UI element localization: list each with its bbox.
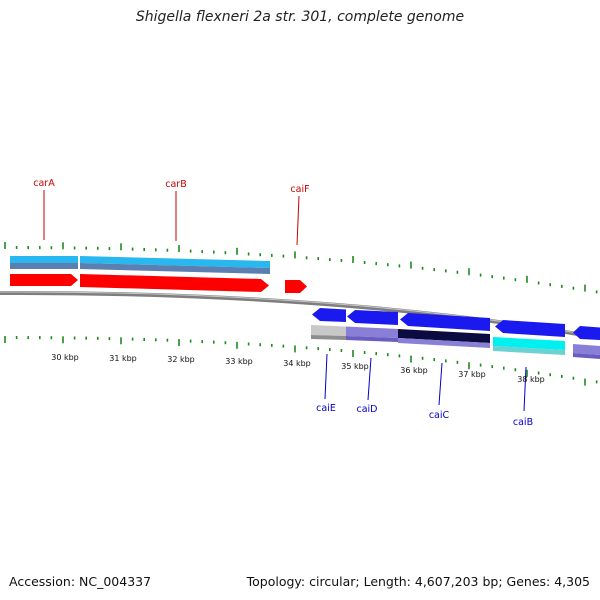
carA-cds-bar[interactable] bbox=[10, 256, 78, 263]
axis-label: 30 kbp bbox=[51, 353, 79, 362]
caiA-arrow[interactable] bbox=[573, 326, 600, 340]
caiE-cds-bar[interactable] bbox=[311, 325, 346, 336]
carB-gene-bar[interactable] bbox=[80, 263, 270, 274]
forward-feature-track bbox=[10, 256, 270, 274]
forward-gene-arrows bbox=[10, 274, 307, 293]
caiC-gene-bar[interactable] bbox=[398, 338, 490, 348]
caiB-cds-bar[interactable] bbox=[493, 337, 565, 350]
caiC-cds-bar[interactable] bbox=[398, 329, 490, 343]
axis-label: 34 kbp bbox=[283, 359, 311, 368]
kbp-axis-labels: 30 kbp 31 kbp 32 kbp 33 kbp 34 kbp 35 kb… bbox=[51, 353, 545, 384]
axis-label: 38 kbp bbox=[517, 375, 545, 384]
caiD-label[interactable]: caiD bbox=[357, 404, 378, 415]
caiD-cds-bar[interactable] bbox=[346, 326, 398, 339]
carB-label[interactable]: carB bbox=[165, 179, 186, 190]
carB-arrow[interactable] bbox=[80, 274, 269, 292]
caiC-arrow[interactable] bbox=[400, 313, 490, 331]
caiA-cds-bar[interactable] bbox=[573, 344, 600, 355]
axis-label: 32 kbp bbox=[167, 355, 195, 364]
axis-label: 37 kbp bbox=[458, 370, 486, 379]
axis-label: 33 kbp bbox=[225, 357, 253, 366]
reverse-feature-track bbox=[311, 325, 600, 359]
carB-cds-bar[interactable] bbox=[80, 256, 270, 268]
caiB-label-line bbox=[523, 366, 527, 412]
carA-label[interactable]: carA bbox=[33, 178, 55, 189]
caiF-label-line bbox=[296, 195, 300, 246]
caiC-label-line bbox=[438, 362, 443, 406]
reverse-tick-marks bbox=[4, 336, 598, 386]
caiF-label[interactable]: caiF bbox=[290, 184, 309, 195]
carA-arrow[interactable] bbox=[10, 274, 78, 286]
reverse-gene-arrows bbox=[312, 308, 600, 340]
caiE-label[interactable]: caiE bbox=[316, 403, 336, 414]
caiD-gene-bar[interactable] bbox=[346, 336, 398, 342]
map-title: Shigella flexneri 2a str. 301, complete … bbox=[135, 9, 465, 25]
forward-tick-marks bbox=[4, 242, 598, 294]
caiE-gene-bar[interactable] bbox=[311, 335, 346, 340]
caiA-gene-bar[interactable] bbox=[573, 353, 600, 359]
caiB-label[interactable]: caiB bbox=[513, 417, 533, 428]
caiB-gene-bar[interactable] bbox=[493, 346, 565, 355]
caiE-label-line bbox=[324, 353, 328, 400]
caiF-arrow[interactable] bbox=[285, 280, 307, 293]
axis-label: 36 kbp bbox=[400, 366, 428, 375]
axis-label: 35 kbp bbox=[341, 362, 369, 371]
topology-text: Topology: circular; Length: 4,607,203 bp… bbox=[246, 574, 590, 589]
caiD-arrow[interactable] bbox=[347, 310, 398, 325]
carA-gene-bar[interactable] bbox=[10, 263, 78, 269]
axis-label: 31 kbp bbox=[109, 354, 137, 363]
caiC-label[interactable]: caiC bbox=[429, 410, 450, 421]
caiB-arrow[interactable] bbox=[495, 320, 565, 337]
caiE-arrow[interactable] bbox=[312, 308, 346, 322]
reverse-gene-labels: caiE caiD caiC caiB bbox=[316, 353, 533, 428]
forward-gene-labels: carA carB caiF bbox=[33, 178, 310, 246]
accession-text: Accession: NC_004337 bbox=[9, 574, 152, 589]
caiD-label-line bbox=[367, 357, 372, 401]
